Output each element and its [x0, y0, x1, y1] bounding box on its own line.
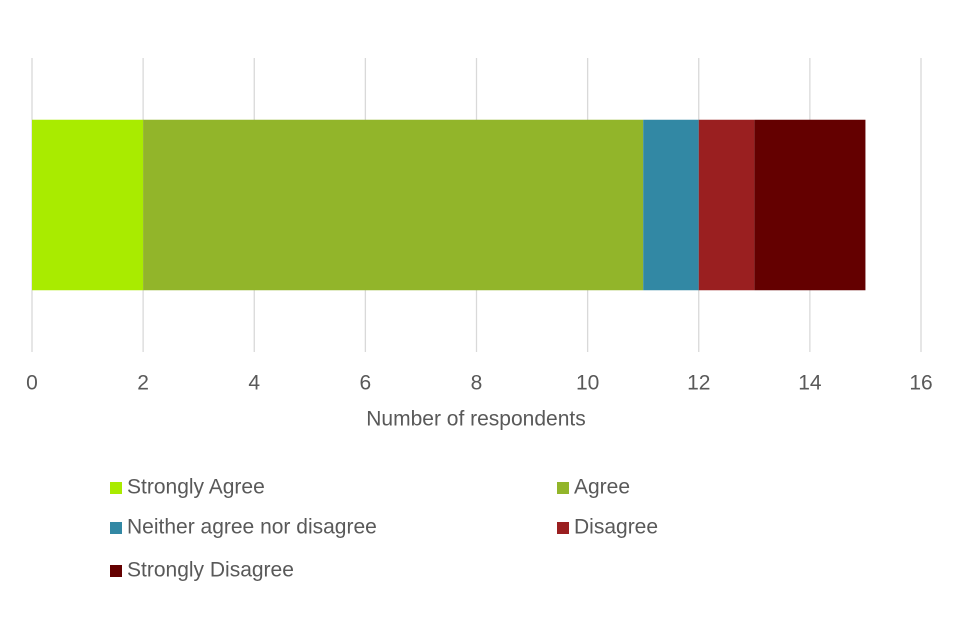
- x-axis-title: Number of respondents: [366, 408, 585, 431]
- legend-label: Disagree: [574, 516, 658, 539]
- x-tick-label: 10: [576, 372, 599, 395]
- x-tick-label: 0: [26, 372, 38, 395]
- bar-segment: [32, 119, 144, 291]
- legend-swatch: [557, 482, 569, 494]
- x-tick-label: 4: [248, 372, 260, 395]
- legend-label: Agree: [574, 476, 630, 499]
- legend-swatch: [557, 522, 569, 534]
- legend-swatch: [110, 482, 122, 494]
- x-tick-label: 14: [798, 372, 822, 395]
- x-tick-label: 12: [687, 372, 710, 395]
- x-tick-label: 2: [137, 372, 149, 395]
- legend-label: Neither agree nor disagree: [127, 516, 377, 539]
- legend-swatch: [110, 522, 122, 534]
- bar-segment: [143, 119, 644, 291]
- x-tick-label: 8: [471, 372, 483, 395]
- bar-segment: [698, 119, 755, 291]
- x-tick-label: 16: [909, 372, 932, 395]
- x-tick-label: 6: [360, 372, 372, 395]
- legend-label: Strongly Disagree: [127, 559, 294, 582]
- bar-segment: [754, 119, 866, 291]
- legend-swatch: [110, 565, 122, 577]
- bar-segment: [643, 119, 699, 291]
- legend-label: Strongly Agree: [127, 476, 265, 499]
